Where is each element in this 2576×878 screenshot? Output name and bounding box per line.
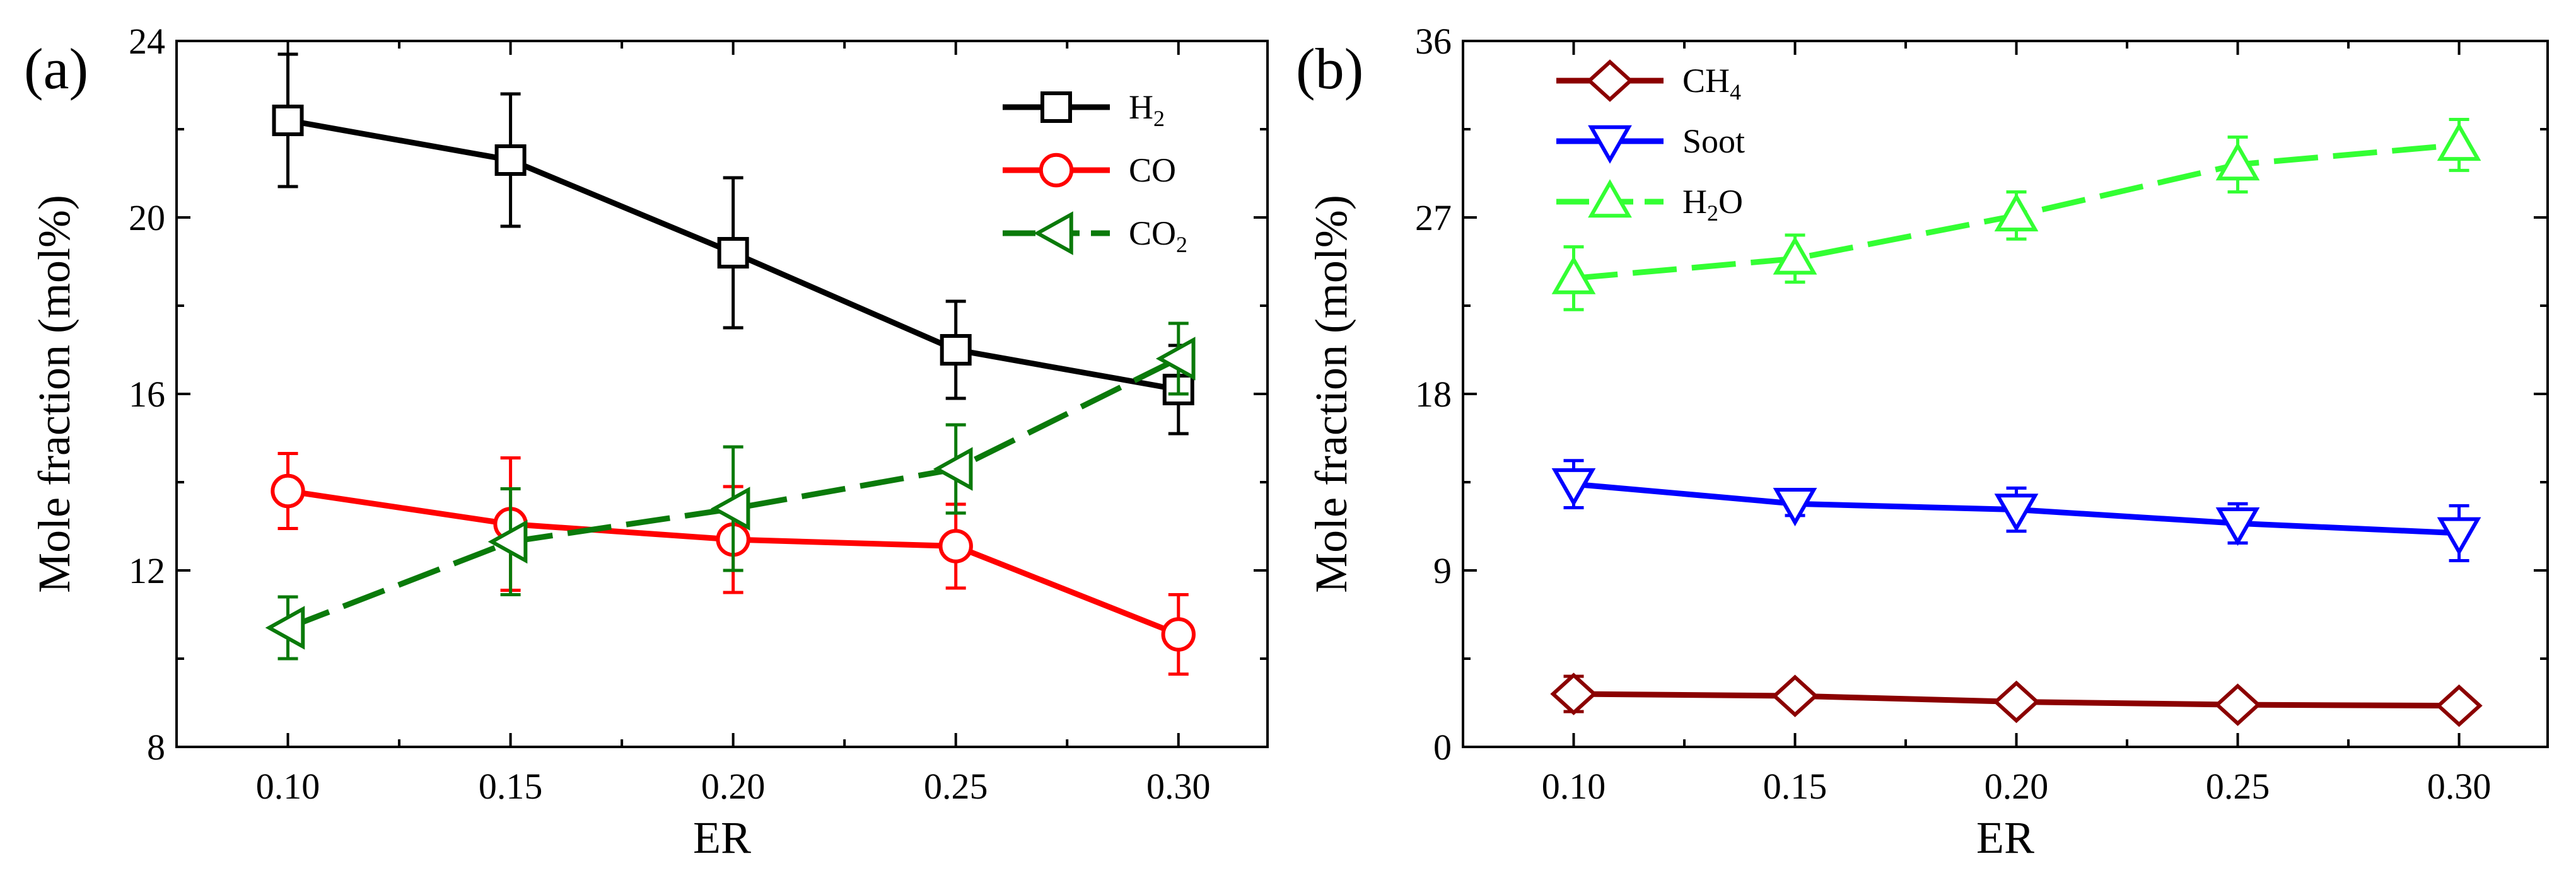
series-H2O xyxy=(1551,117,2481,311)
data-point-marker xyxy=(2214,683,2261,726)
legend-marker xyxy=(1588,179,1632,218)
legend-label: Soot xyxy=(1682,122,1745,160)
x-tick-label: 0.20 xyxy=(1984,766,2049,807)
y-tick-label: 24 xyxy=(129,21,165,62)
series-CO2 xyxy=(265,321,1196,661)
series-line xyxy=(286,355,1180,631)
legend-label: CO xyxy=(1129,151,1176,189)
x-tick-label: 0.15 xyxy=(1763,766,1827,807)
legend-entry-CO2: CO2 xyxy=(1003,211,1187,257)
legend-marker xyxy=(1040,91,1072,123)
panel-label: (a) xyxy=(24,37,88,101)
y-tick-label: 0 xyxy=(1433,727,1452,768)
x-tick-label: 0.25 xyxy=(2206,766,2270,807)
legend-label: H2 xyxy=(1129,88,1165,131)
x-tick-label: 0.20 xyxy=(701,766,766,807)
legend-marker xyxy=(1586,59,1634,102)
legend-label: CH4 xyxy=(1682,62,1741,105)
data-point-marker xyxy=(272,105,304,136)
data-point-marker xyxy=(710,487,750,531)
x-tick-label: 0.10 xyxy=(256,766,320,807)
legend-label: H2O xyxy=(1682,183,1743,226)
data-point-marker xyxy=(1155,337,1196,381)
x-tick-label: 0.10 xyxy=(1542,766,1606,807)
data-point-marker xyxy=(940,334,972,366)
y-tick-label: 20 xyxy=(129,197,165,238)
series-CH4 xyxy=(1550,673,2483,727)
panel-label: (b) xyxy=(1296,37,1363,101)
x-axis-label: ER xyxy=(1976,812,2034,863)
data-point-marker xyxy=(1551,468,1596,507)
y-tick-label: 9 xyxy=(1433,550,1452,591)
data-point-marker xyxy=(717,237,749,269)
plot-frame xyxy=(1462,40,2549,748)
data-point-marker xyxy=(1161,617,1196,652)
x-tick-label: 0.25 xyxy=(924,766,988,807)
y-tick-label: 8 xyxy=(147,727,165,768)
data-point-marker xyxy=(2437,122,2481,161)
y-axis-label: Mole fraction (mol%) xyxy=(1306,195,1356,593)
data-point-marker xyxy=(271,473,305,509)
y-tick-label: 27 xyxy=(1415,197,1452,238)
data-point-marker xyxy=(1551,255,1596,294)
legend-marker xyxy=(1039,153,1074,188)
legend-marker xyxy=(1034,211,1073,255)
legend-entry-H2O: H2O xyxy=(1556,179,1743,226)
data-point-marker xyxy=(938,529,973,563)
y-tick-label: 12 xyxy=(129,550,165,591)
data-point-marker xyxy=(265,606,305,650)
data-point-marker xyxy=(487,519,528,564)
y-tick-label: 36 xyxy=(1415,21,1452,62)
y-axis-label: Mole fraction (mol%) xyxy=(29,195,79,593)
x-axis-label: ER xyxy=(693,812,751,863)
data-point-marker xyxy=(2215,507,2260,546)
data-point-marker xyxy=(2435,684,2483,727)
x-tick-label: 0.15 xyxy=(479,766,543,807)
legend-entry-Soot: Soot xyxy=(1556,122,1745,164)
data-point-marker xyxy=(1773,487,1817,526)
series-Soot xyxy=(1551,459,2481,562)
x-tick-label: 0.30 xyxy=(1146,766,1211,807)
panel-b: 0 9 18 27 36 0.10 0.15 0.20 0.25 0.30 ER Mole fract… xyxy=(1296,21,2549,863)
legend-marker xyxy=(1588,125,1632,164)
data-point-marker xyxy=(933,447,973,491)
data-point-marker xyxy=(494,144,527,176)
legend-entry-CH4: CH4 xyxy=(1556,59,1741,105)
data-point-marker xyxy=(1550,673,1597,715)
data-point-marker xyxy=(1993,680,2040,724)
data-point-marker xyxy=(2215,142,2260,181)
data-point-marker xyxy=(1771,674,1819,717)
data-point-marker xyxy=(1994,494,2039,533)
data-point-marker xyxy=(2437,517,2481,556)
legend-entry-H2: H2 xyxy=(1003,88,1165,131)
y-tick-label: 18 xyxy=(1415,374,1452,415)
y-tick-label: 16 xyxy=(129,374,165,415)
legend-label: CO2 xyxy=(1129,214,1187,257)
panel-a: 8 12 16 20 24 0.10 0.15 0.20 0.25 0.30 ER Mole frac… xyxy=(24,21,1269,863)
x-tick-label: 0.30 xyxy=(2427,766,2491,807)
legend-entry-CO: CO xyxy=(1003,151,1176,189)
data-point-marker xyxy=(1773,236,1817,275)
data-point-marker xyxy=(1994,193,2039,232)
